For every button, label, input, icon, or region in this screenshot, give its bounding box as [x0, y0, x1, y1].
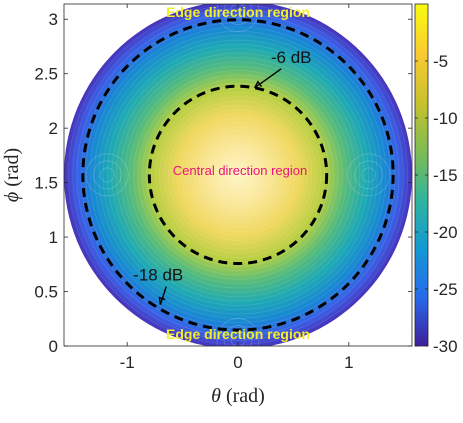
x-tick-label: -1 [120, 353, 135, 372]
colorbar-tick-label: -10 [433, 109, 458, 128]
contour-arrowhead--18db [158, 296, 166, 305]
ripple-ring [107, 44, 369, 306]
ripple-ring [85, 22, 391, 328]
colorbar-tick-label: -5 [433, 52, 448, 71]
contour-arrow--18db [159, 286, 167, 305]
ripple-ring [194, 131, 282, 219]
ripple-ring [124, 61, 352, 289]
ripple-ring [229, 165, 248, 184]
contour-arrow--6db [254, 68, 282, 89]
ripple-ring [133, 70, 343, 280]
y-tick-label: 0.5 [34, 283, 58, 302]
x-tick-label: 1 [344, 353, 353, 372]
contour-label--6db: -6 dB [271, 48, 312, 67]
ripple-ring [230, 4, 246, 18]
contour-arrowhead--6db [254, 80, 263, 89]
colorbar-tick-label: -25 [433, 280, 458, 299]
y-axis-unit: (rad) [1, 148, 23, 187]
ripple-ring [102, 39, 374, 311]
y-tick-label: 3 [49, 10, 58, 29]
ripple-ring [198, 135, 278, 215]
y-tick-label: 0 [49, 337, 58, 356]
ripple-ring [115, 52, 361, 297]
central-region-label: Central direction region [173, 163, 307, 178]
ripple-ring [216, 4, 260, 32]
ripple-ring [202, 139, 274, 210]
ripple-ring [94, 31, 382, 319]
ripple-ring [361, 167, 377, 183]
ripple-ring [120, 57, 356, 293]
ripple-ring [215, 152, 261, 197]
ripple-ring [176, 113, 300, 237]
ripple-ring [168, 104, 308, 245]
edge-region-label-top: Edge direction region [166, 4, 310, 20]
y-axis-label: ϕ (rad) [1, 148, 23, 202]
ripple-ring [85, 153, 129, 197]
ripple-ring [137, 74, 339, 276]
ripple-ring [172, 109, 304, 241]
y-axis-symbol: ϕ [1, 192, 23, 202]
ripple-ring [89, 26, 387, 324]
colorbar-ticks: -5 -10 -15 -20 -25 -30 [415, 52, 458, 356]
ripple-ring [146, 83, 330, 267]
ripple-ring [98, 35, 378, 315]
contour-arrows [158, 68, 282, 305]
ripple-ring [128, 65, 348, 284]
colorbar-tick-label: -15 [433, 166, 458, 185]
ripple-ring [216, 318, 260, 346]
ripple-ring [99, 167, 115, 183]
y-axis-ticks: 0 0.5 1 1.5 2 2.5 3 [34, 10, 412, 356]
ripple-ring [224, 161, 252, 189]
ripple-ring [185, 122, 291, 228]
x-axis-label: θ (rad) [211, 385, 265, 407]
x-axis-unit: (rad) [226, 385, 265, 407]
ripple-ring [223, 4, 253, 25]
ripple-ring [354, 160, 384, 190]
x-tick-label: 0 [233, 353, 242, 372]
x-axis-ticks: -1 0 1 [120, 4, 354, 372]
ripple-ring [159, 96, 317, 254]
contour-ripples [68, 4, 408, 346]
ripple-ring [347, 153, 391, 197]
y-tick-label: 2 [49, 119, 58, 138]
edge-region-label-bottom: Edge direction region [166, 326, 310, 342]
ripple-ring [207, 144, 269, 206]
ripple-ring [189, 126, 287, 224]
ripple-ring [76, 13, 400, 337]
y-tick-label: 2.5 [34, 65, 58, 84]
ripple-ring [211, 148, 265, 202]
ripple-ring [163, 100, 313, 250]
ripple-ring [230, 332, 246, 346]
ripple-ring [181, 118, 295, 232]
x-axis-symbol: θ [211, 385, 221, 407]
ripple-ring [223, 325, 253, 346]
db-contours [81, 18, 395, 332]
ripple-ring [155, 91, 321, 258]
beam-heatmap [64, 4, 412, 346]
ripple-ring [150, 87, 326, 263]
colorbar-tick-label: -30 [433, 337, 458, 356]
colorbar-tick-label: -20 [433, 223, 458, 242]
ripple-ring [92, 160, 122, 190]
ripple-ring [72, 9, 404, 341]
y-tick-label: 1 [49, 228, 58, 247]
ripple-ring [142, 78, 334, 271]
contour--18db [81, 18, 395, 332]
ripple-ring [111, 48, 365, 302]
y-tick-label: 1.5 [34, 174, 58, 193]
ripple-ring [220, 157, 256, 193]
contour--6db [147, 84, 329, 266]
ripple-ring [233, 170, 243, 180]
contour-label--18db: -18 dB [133, 266, 183, 285]
